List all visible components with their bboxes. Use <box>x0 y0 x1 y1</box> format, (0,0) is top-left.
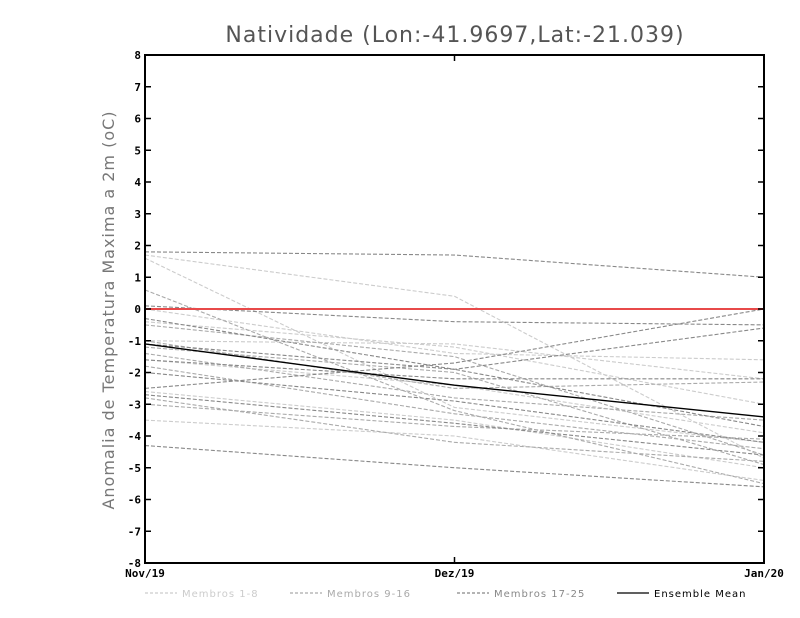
series-line-member-7 <box>144 419 765 481</box>
series-line-member-20 <box>144 371 765 443</box>
y-tick-label: -5 <box>128 462 141 475</box>
series-line-member-10 <box>144 346 765 466</box>
series-line-member-21 <box>144 394 765 456</box>
legend: Membros 1-8 Membros 9-16 Membros 17-25 Ense… <box>145 589 746 600</box>
series-line-member-2 <box>144 308 765 361</box>
y-tick-label: 7 <box>134 81 141 94</box>
series-line-member-15 <box>144 340 765 389</box>
series-line-member-22 <box>144 444 765 488</box>
legend-label: Membros 1-8 <box>182 589 259 600</box>
legend-label: Membros 9-16 <box>327 589 411 600</box>
series-line-member-8 <box>144 257 765 443</box>
series-line-member-6 <box>144 391 765 469</box>
series-line-member-4 <box>144 340 765 380</box>
y-tick-label: 5 <box>134 144 141 157</box>
series-line-member-5 <box>144 359 765 434</box>
y-tick-label: 2 <box>134 240 141 253</box>
y-tick-label: -8 <box>128 557 141 570</box>
y-axis-label: Anomalia de Temperatura Maxima a 2m (oC) <box>99 110 118 509</box>
series-line-member-25 <box>144 343 765 428</box>
y-tick-label: -6 <box>128 494 142 507</box>
y-tick-label: -2 <box>128 367 141 380</box>
x-axis-ticks: Nov/19 Dez/19 Jan/20 <box>125 55 784 580</box>
series-line-member-13 <box>144 397 765 462</box>
series-layer <box>144 251 765 488</box>
legend-label: Membros 17-25 <box>494 589 585 600</box>
y-tick-label: 8 <box>134 49 141 62</box>
y-tick-label: 3 <box>134 208 141 221</box>
y-tick-label: -3 <box>128 398 141 411</box>
series-line-member-14 <box>144 403 765 440</box>
legend-label: Ensemble Mean <box>654 589 746 600</box>
y-tick-label: 6 <box>134 113 141 126</box>
chart-title: Natividade (Lon:-41.9697,Lat:-21.039) <box>225 23 684 48</box>
ensemble-mean-line <box>144 343 765 418</box>
series-line-member-18 <box>144 305 765 326</box>
x-tick-label: Dez/19 <box>435 567 475 580</box>
series-line-member-24 <box>144 308 765 389</box>
series-line-member-12 <box>144 352 765 421</box>
series-line-member-1 <box>144 254 765 459</box>
ensemble-mean-layer <box>144 343 765 418</box>
y-tick-label: -4 <box>128 430 142 443</box>
series-line-member-23 <box>144 359 764 380</box>
x-tick-label: Jan/20 <box>744 567 784 580</box>
y-tick-label: 4 <box>134 176 141 189</box>
y-tick-label: -7 <box>128 525 141 538</box>
y-tick-label: 1 <box>134 271 141 284</box>
y-tick-label: 0 <box>134 303 141 316</box>
series-line-member-19 <box>144 317 765 370</box>
y-tick-label: -1 <box>128 335 142 348</box>
series-line-member-17 <box>144 251 765 278</box>
x-tick-label: Nov/19 <box>125 567 165 580</box>
y-axis-ticks: 8 7 6 5 4 3 2 1 0 -1 -2 -3 -4 -5 -6 -7 -8 <box>128 49 764 570</box>
series-line-member-16 <box>144 289 765 485</box>
